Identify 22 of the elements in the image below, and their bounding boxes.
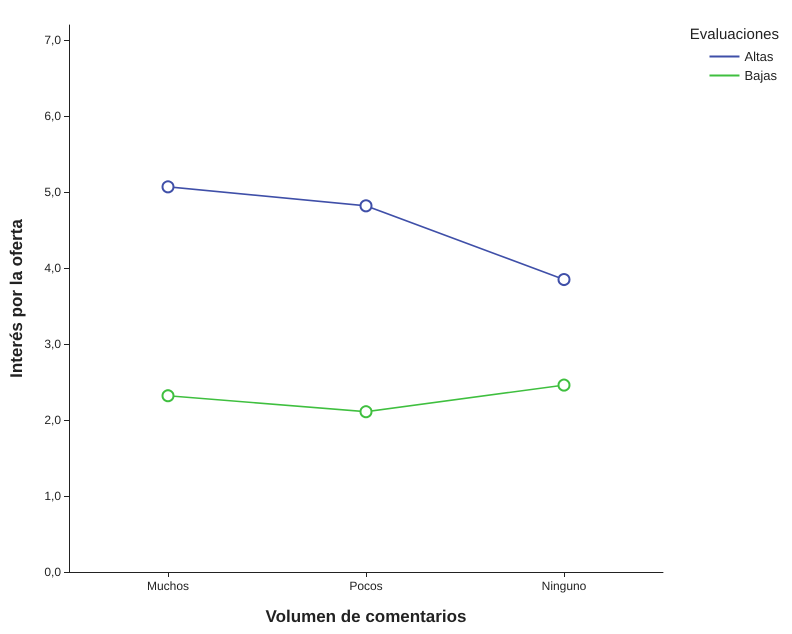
y-tick-label: 4,0 — [44, 261, 62, 276]
y-tick-label: 5,0 — [44, 185, 62, 200]
legend-label: Bajas — [744, 68, 778, 83]
point — [162, 389, 174, 402]
legend-title: Evaluaciones — [690, 26, 780, 43]
y-axis-title: Interés por la oferta — [7, 218, 26, 378]
y-tick-label: 3,0 — [44, 337, 62, 352]
point — [360, 405, 372, 418]
point — [360, 199, 372, 212]
x-tick-label: Pocos — [349, 579, 383, 593]
point — [162, 180, 174, 194]
x-axis-title: Volumen de comentarios — [266, 607, 466, 626]
point — [558, 378, 570, 392]
y-tick-label: 2,0 — [44, 413, 62, 428]
point — [558, 273, 570, 286]
x-tick-label: Ninguno — [542, 579, 587, 593]
y-tick-label: 7,0 — [44, 33, 62, 48]
y-tick-label: 6,0 — [44, 109, 62, 124]
legend-label: Altas — [744, 49, 774, 64]
y-tick-label: 0,0 — [44, 565, 62, 579]
y-tick-label: 1,0 — [44, 489, 62, 504]
x-tick-label: Muchos — [146, 579, 190, 593]
